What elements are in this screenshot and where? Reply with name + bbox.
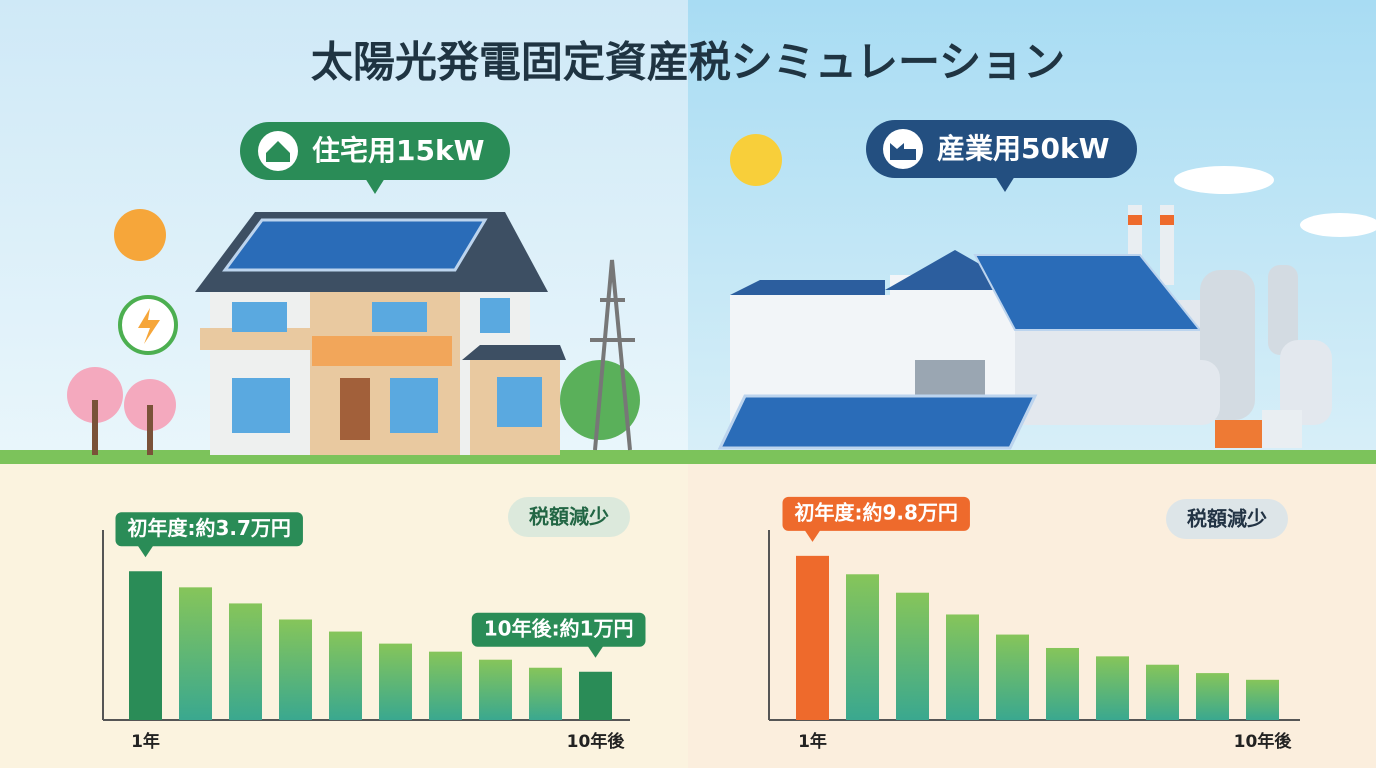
- badge: 税額減少 税額減少: [508, 497, 1288, 539]
- annotation-box: [782, 496, 970, 531]
- bar: [796, 555, 829, 720]
- annotation-tail: [587, 645, 604, 658]
- annotation-tail: [804, 529, 821, 542]
- bar: [329, 631, 362, 720]
- annotation-box: [115, 512, 303, 547]
- annotation: 初年度:約3.7万円: [128, 516, 291, 540]
- badge-text: 税額減少: [529, 505, 609, 529]
- bar: [1046, 647, 1079, 720]
- bar: [129, 571, 162, 720]
- x-tick-label: 10年後: [1234, 731, 1293, 752]
- bar: [529, 667, 562, 720]
- bar: [429, 651, 462, 720]
- annotation-box: [471, 612, 646, 647]
- bar: [996, 634, 1029, 720]
- grass: [0, 450, 1376, 464]
- header-pill: 住宅用15kW: [240, 122, 510, 194]
- bar: [179, 587, 212, 720]
- bar: [279, 619, 312, 720]
- bar: [1146, 664, 1179, 720]
- panel-label: 住宅用15kW: [312, 134, 485, 167]
- bar: [1196, 673, 1229, 720]
- annotation: 初年度:約9.8万円: [795, 500, 958, 524]
- house-scene: [67, 209, 640, 455]
- bar: [229, 603, 262, 720]
- bar: [1096, 656, 1129, 720]
- x-tick-label: 10年後: [567, 731, 626, 752]
- x-tick-label: 1年: [131, 731, 160, 752]
- annotation: 10年後:約1万円: [484, 616, 634, 640]
- bar: [1246, 679, 1279, 720]
- header-pill: 産業用50kW: [866, 120, 1137, 192]
- bar: [479, 659, 512, 720]
- bar: [379, 643, 412, 720]
- factory-scene: [717, 134, 1376, 450]
- badge-text: 税額減少: [1187, 507, 1267, 531]
- panel-label: 産業用50kW: [937, 132, 1110, 165]
- title: 太陽光発電固定資産税シミュレーション: [311, 38, 1065, 87]
- bar: [946, 614, 979, 720]
- bar: [579, 671, 612, 720]
- bar: [896, 592, 929, 720]
- bar: [846, 574, 879, 720]
- x-tick-label: 1年: [798, 731, 827, 752]
- annotation-tail: [137, 545, 154, 558]
